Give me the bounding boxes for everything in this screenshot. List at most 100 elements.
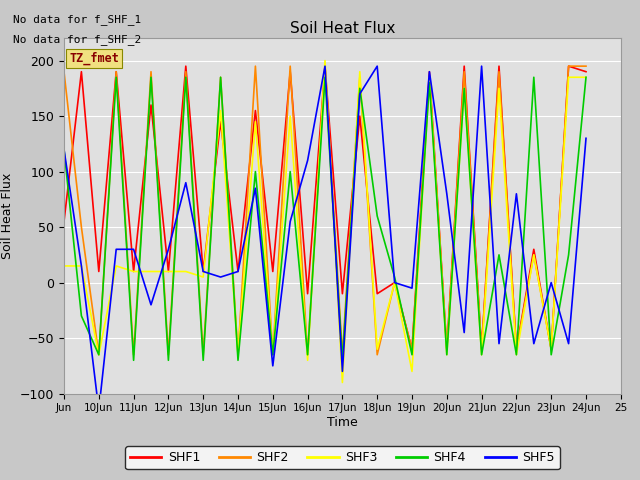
SHF4 — [356, 85, 364, 91]
X-axis label: Time: Time — [327, 416, 358, 429]
SHF1 — [582, 69, 590, 74]
SHF1 — [60, 219, 68, 225]
SHF2 — [460, 69, 468, 74]
SHF3 — [408, 369, 416, 374]
SHF2 — [113, 69, 120, 74]
SHF4 — [77, 313, 85, 319]
SHF1 — [286, 69, 294, 74]
SHF1 — [182, 63, 189, 69]
SHF1 — [547, 347, 555, 352]
SHF5 — [426, 69, 433, 74]
SHF2 — [582, 63, 590, 69]
SHF4 — [426, 80, 433, 85]
SHF3 — [339, 380, 346, 385]
SHF4 — [182, 74, 189, 80]
SHF1 — [408, 347, 416, 352]
Line: SHF2: SHF2 — [64, 66, 586, 355]
SHF2 — [321, 63, 329, 69]
SHF3 — [426, 74, 433, 80]
SHF2 — [286, 63, 294, 69]
SHF5 — [443, 191, 451, 197]
SHF4 — [252, 168, 259, 174]
SHF5 — [182, 180, 189, 186]
SHF3 — [373, 347, 381, 352]
SHF1 — [234, 269, 242, 275]
SHF5 — [234, 269, 242, 275]
SHF1 — [460, 63, 468, 69]
SHF5 — [77, 263, 85, 269]
SHF2 — [547, 347, 555, 352]
SHF4 — [408, 352, 416, 358]
SHF5 — [269, 363, 276, 369]
SHF3 — [356, 69, 364, 74]
SHF2 — [443, 347, 451, 352]
SHF4 — [564, 252, 572, 258]
SHF3 — [217, 108, 225, 113]
SHF2 — [339, 352, 346, 358]
SHF3 — [95, 352, 102, 358]
SHF1 — [77, 69, 85, 74]
SHF1 — [391, 280, 399, 286]
SHF4 — [477, 352, 485, 358]
SHF5 — [339, 369, 346, 374]
SHF3 — [286, 113, 294, 119]
SHF5 — [130, 246, 138, 252]
SHF3 — [321, 58, 329, 63]
SHF4 — [234, 358, 242, 363]
SHF4 — [530, 74, 538, 80]
SHF3 — [304, 358, 312, 363]
SHF1 — [321, 63, 329, 69]
SHF3 — [130, 269, 138, 275]
SHF2 — [147, 69, 155, 74]
Line: SHF5: SHF5 — [64, 66, 586, 410]
SHF4 — [391, 274, 399, 280]
Text: No data for f_SHF_2: No data for f_SHF_2 — [13, 34, 141, 45]
SHF2 — [77, 224, 85, 230]
SHF4 — [286, 168, 294, 174]
Legend: SHF1, SHF2, SHF3, SHF4, SHF5: SHF1, SHF2, SHF3, SHF4, SHF5 — [125, 446, 559, 469]
SHF3 — [391, 280, 399, 286]
SHF1 — [130, 269, 138, 275]
SHF5 — [321, 63, 329, 69]
SHF1 — [356, 113, 364, 119]
SHF4 — [513, 352, 520, 358]
SHF1 — [164, 269, 172, 275]
SHF1 — [200, 269, 207, 275]
SHF5 — [408, 285, 416, 291]
SHF1 — [339, 291, 346, 297]
SHF2 — [477, 347, 485, 352]
Text: No data for f_SHF_1: No data for f_SHF_1 — [13, 14, 141, 25]
SHF3 — [582, 74, 590, 80]
SHF5 — [513, 191, 520, 197]
SHF1 — [252, 108, 259, 113]
SHF4 — [304, 352, 312, 358]
SHF2 — [373, 352, 381, 358]
SHF5 — [252, 185, 259, 191]
SHF3 — [513, 352, 520, 358]
SHF2 — [269, 352, 276, 358]
SHF4 — [460, 85, 468, 91]
SHF4 — [200, 358, 207, 363]
SHF2 — [182, 69, 189, 74]
SHF5 — [113, 246, 120, 252]
SHF3 — [164, 269, 172, 275]
SHF4 — [547, 352, 555, 358]
SHF4 — [130, 358, 138, 363]
SHF4 — [147, 74, 155, 80]
SHF1 — [304, 291, 312, 297]
SHF1 — [95, 269, 102, 275]
SHF3 — [60, 263, 68, 269]
SHF2 — [426, 74, 433, 80]
SHF3 — [234, 352, 242, 358]
SHF3 — [547, 347, 555, 352]
SHF4 — [217, 74, 225, 80]
SHF5 — [147, 302, 155, 308]
SHF3 — [77, 263, 85, 269]
Text: TZ_fmet: TZ_fmet — [69, 52, 119, 65]
SHF2 — [530, 252, 538, 258]
SHF2 — [200, 352, 207, 358]
SHF5 — [460, 330, 468, 336]
SHF2 — [234, 352, 242, 358]
SHF5 — [477, 63, 485, 69]
SHF1 — [513, 347, 520, 352]
